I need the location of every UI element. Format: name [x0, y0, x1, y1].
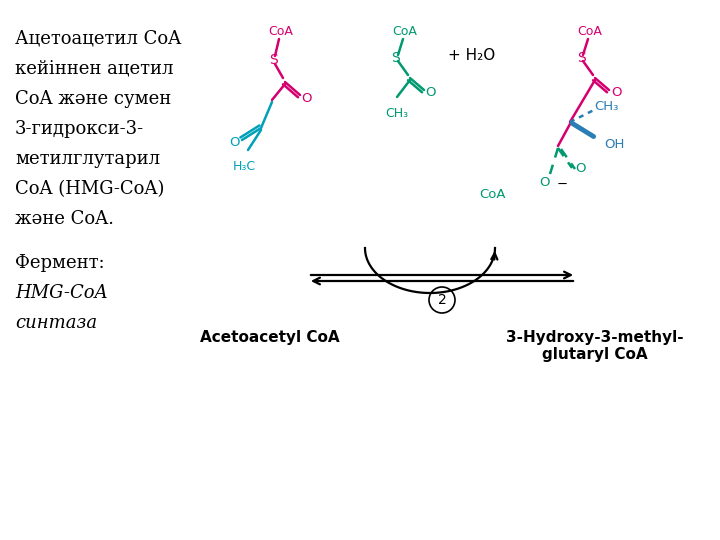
Text: CoA: CoA — [480, 188, 506, 201]
Text: 3-гидрокси-3-: 3-гидрокси-3- — [15, 120, 144, 138]
Text: кейіннен ацетил: кейіннен ацетил — [15, 60, 174, 78]
Text: O: O — [540, 176, 550, 188]
Text: CoA және сумен: CoA және сумен — [15, 90, 171, 108]
Text: OH: OH — [604, 138, 624, 151]
Text: O: O — [426, 86, 436, 99]
Text: CH₃: CH₃ — [385, 107, 408, 120]
Text: O: O — [611, 86, 621, 99]
Text: CoA (HMG-CoA): CoA (HMG-CoA) — [15, 180, 164, 198]
Text: метилглутарил: метилглутарил — [15, 150, 160, 168]
Text: CoA: CoA — [269, 25, 294, 38]
Text: HMG-CoA: HMG-CoA — [15, 284, 107, 302]
Text: 2: 2 — [438, 293, 446, 307]
Text: S: S — [269, 53, 277, 67]
Text: S: S — [577, 51, 585, 65]
Text: O: O — [575, 163, 585, 176]
Text: және CoA.: және CoA. — [15, 210, 114, 228]
Text: Фермент:: Фермент: — [15, 254, 104, 272]
Text: Ацетоацетил CoA: Ацетоацетил CoA — [15, 30, 181, 48]
Text: Acetoacetyl CoA: Acetoacetyl CoA — [200, 330, 340, 345]
Text: CH₃: CH₃ — [594, 100, 618, 113]
Text: 3-Hydroxy-3-methyl-
glutaryl CoA: 3-Hydroxy-3-methyl- glutaryl CoA — [506, 330, 684, 362]
Text: CoA: CoA — [392, 25, 418, 38]
Text: H₃C: H₃C — [233, 160, 256, 173]
Text: O: O — [229, 137, 239, 150]
Text: S: S — [392, 51, 400, 65]
Text: −: − — [557, 178, 567, 191]
Text: CoA: CoA — [577, 25, 603, 38]
Text: синтаза: синтаза — [15, 314, 97, 332]
Text: O: O — [302, 91, 312, 105]
Text: + H₂O: + H₂O — [448, 48, 495, 63]
